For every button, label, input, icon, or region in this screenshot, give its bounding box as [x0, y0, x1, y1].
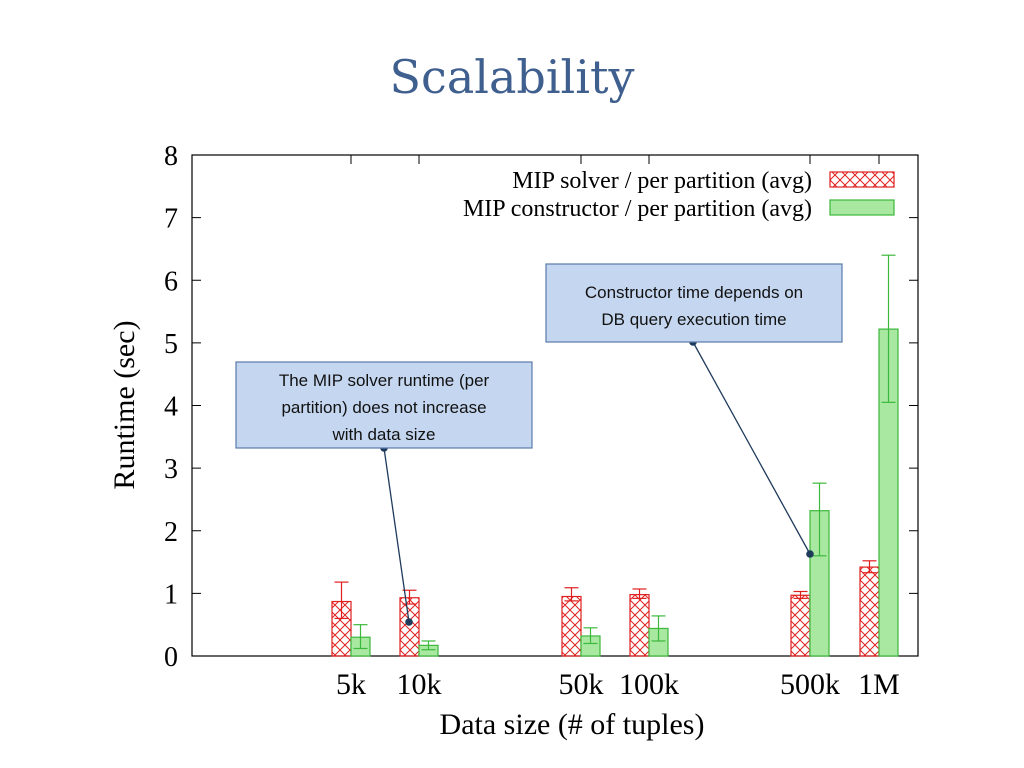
- x-tick-label: 500k: [780, 668, 840, 701]
- x-tick-label: 5k: [336, 668, 366, 701]
- callout-solver: The MIP solver runtime (per partition) d…: [235, 361, 533, 626]
- callout-solver-line-2: partition) does not increase: [281, 398, 486, 417]
- legend-swatch-solver: [829, 171, 895, 188]
- callout-constructor: Constructor time depends on DB query exe…: [545, 263, 843, 558]
- callout-constructor-dot-end: [806, 550, 814, 558]
- x-axis-label: Data size (# of tuples): [440, 708, 705, 741]
- y-tick-label: 3: [164, 454, 178, 485]
- callout-solver-line-1: The MIP solver runtime (per: [279, 371, 490, 390]
- x-tick-label: 1M: [858, 668, 900, 701]
- legend-label-solver: MIP solver / per partition (avg): [512, 168, 812, 194]
- y-tick-label: 4: [164, 392, 178, 423]
- callout-constructor-box: [545, 263, 843, 343]
- y-tick-label: 7: [164, 204, 178, 235]
- callout-solver-line-3: with data size: [332, 425, 436, 444]
- bars: [331, 254, 899, 657]
- callout-solver-box: [235, 361, 533, 449]
- x-tick-label: 50k: [559, 668, 604, 701]
- bar-solver: [629, 594, 650, 657]
- x-tick-label: 10k: [397, 668, 442, 701]
- bar-solver: [561, 595, 582, 657]
- y-tick-label: 6: [164, 266, 178, 297]
- bar-solver: [399, 597, 420, 657]
- y-axis-label: Runtime (sec): [108, 320, 141, 489]
- callout-constructor-line-2: DB query execution time: [601, 310, 786, 329]
- y-tick-label: 0: [164, 642, 178, 673]
- slide-title: Scalability: [389, 50, 635, 104]
- y-tick-label: 1: [164, 579, 178, 610]
- bar-solver: [790, 594, 811, 657]
- y-axis: 0 1 2 3 4 5 6 7 8: [164, 141, 918, 673]
- x-axis: 5k 10k 50k 100k 500k 1M: [336, 155, 900, 701]
- callout-solver-connector: [383, 447, 410, 623]
- callout-constructor-line-1: Constructor time depends on: [585, 283, 803, 302]
- callout-constructor-connector: [692, 341, 811, 555]
- x-tick-label: 100k: [619, 668, 679, 701]
- legend-swatch-constructor: [829, 199, 895, 216]
- y-tick-label: 8: [164, 141, 178, 172]
- y-tick-label: 2: [164, 517, 178, 548]
- legend-label-constructor: MIP constructor / per partition (avg): [463, 196, 812, 222]
- y-tick-label: 5: [164, 329, 178, 360]
- legend: MIP solver / per partition (avg) MIP con…: [463, 168, 895, 222]
- bar-solver: [859, 566, 880, 657]
- callout-solver-dot-end: [405, 618, 413, 626]
